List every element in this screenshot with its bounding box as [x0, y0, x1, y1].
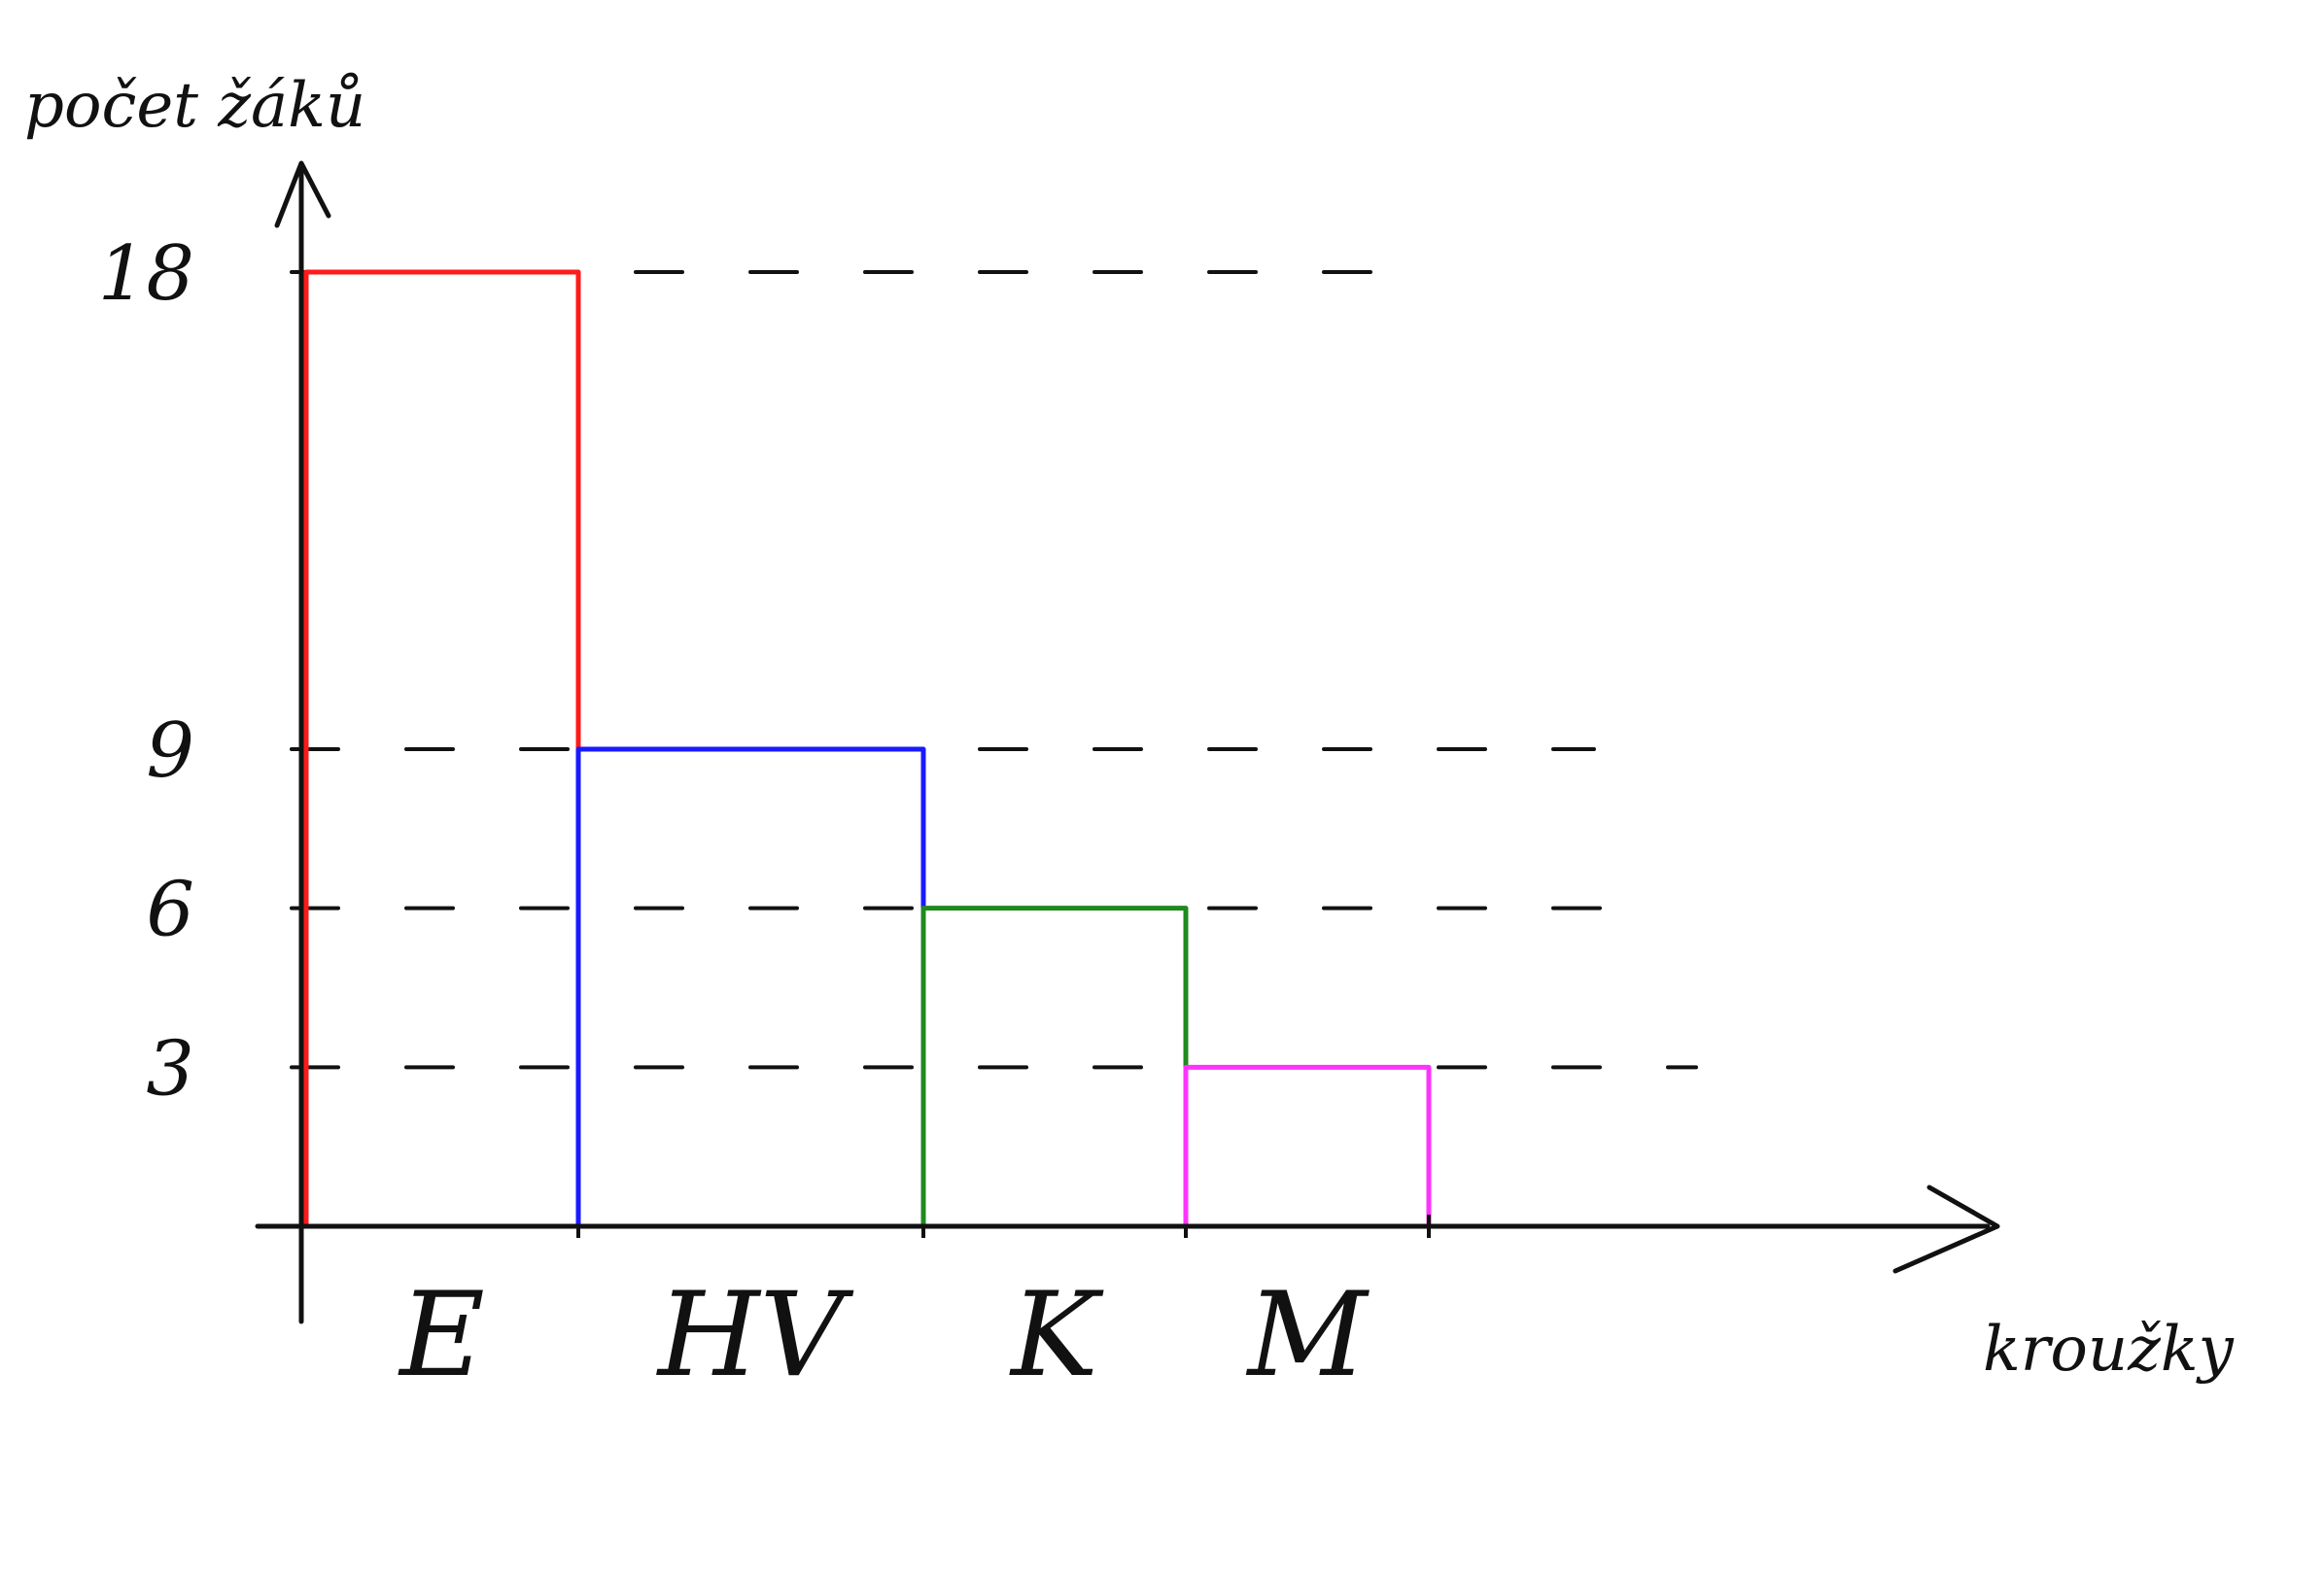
bar-M: [1183, 1064, 1432, 1229]
x-axis-label: kroužky: [1983, 1314, 2235, 1386]
gridlines: [290, 270, 1698, 1070]
bar-HV: [575, 746, 926, 1229]
y-tick-label-18: 18: [98, 230, 194, 318]
y-tick-label-6: 6: [146, 867, 194, 954]
category-label-E: E: [398, 1268, 485, 1403]
category-label-M: M: [1246, 1268, 1370, 1403]
y-tick-label-9: 9: [146, 707, 194, 795]
category-label-K: K: [1009, 1268, 1104, 1403]
bars: [303, 269, 1432, 1238]
axes: [255, 160, 2000, 1324]
y-axis-arrow: [274, 160, 331, 228]
category-labels: E HV K M: [398, 1268, 1370, 1403]
bar-K: [920, 906, 1189, 1229]
x-axis-arrow: [1892, 1184, 2000, 1274]
y-tick-labels: 3 6 9 18: [98, 230, 194, 1113]
category-label-HV: HV: [656, 1268, 854, 1403]
y-axis-label: počet žáků: [24, 70, 365, 142]
y-tick-label-3: 3: [146, 1025, 194, 1113]
